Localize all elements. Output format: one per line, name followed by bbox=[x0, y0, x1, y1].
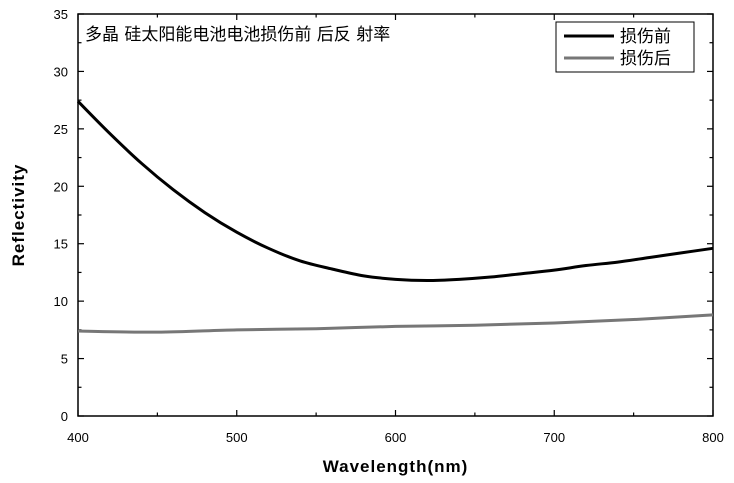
x-axis-title: Wavelength(nm) bbox=[323, 457, 469, 476]
series-line-1 bbox=[76, 100, 714, 282]
y-tick-label: 20 bbox=[54, 179, 68, 194]
legend-label-2: 损伤后 bbox=[620, 49, 671, 69]
y-axis-title: Reflectivity bbox=[9, 164, 28, 267]
y-tick-label: 35 bbox=[54, 7, 68, 22]
axis-ticks bbox=[77, 13, 714, 417]
y-tick-label: 10 bbox=[54, 294, 68, 309]
x-tick-label: 500 bbox=[226, 430, 248, 445]
y-tick-label: 15 bbox=[54, 237, 68, 252]
x-tick-label: 700 bbox=[543, 430, 565, 445]
y-tick-label: 25 bbox=[54, 122, 68, 137]
x-tick-label: 600 bbox=[385, 430, 407, 445]
legend-box bbox=[555, 21, 695, 73]
series-line-2 bbox=[77, 313, 714, 334]
axis-tick-labels: 400 500 600 700 800 0 5 10 15 20 25 30 35 bbox=[54, 7, 724, 445]
legend-label-1: 损伤前 bbox=[620, 27, 671, 47]
chart-title: 多晶 硅太阳能电池电池损伤前 后反 射率 bbox=[85, 25, 390, 45]
y-tick-label: 0 bbox=[61, 409, 68, 424]
y-tick-label: 30 bbox=[54, 64, 68, 79]
y-tick-label: 5 bbox=[61, 352, 68, 367]
x-tick-label: 400 bbox=[67, 430, 89, 445]
data-series bbox=[76, 100, 714, 334]
plot-frame bbox=[77, 13, 714, 417]
x-tick-label: 800 bbox=[702, 430, 724, 445]
